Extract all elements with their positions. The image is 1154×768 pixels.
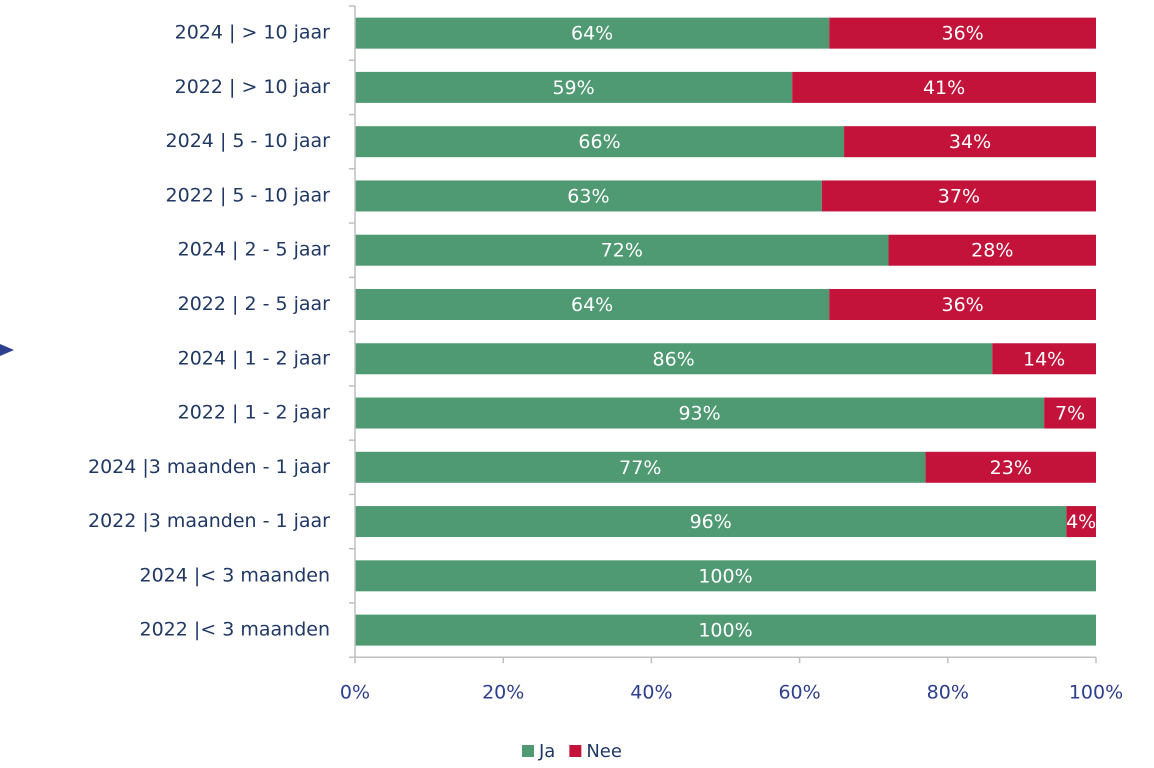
x-tick-label: 40% — [630, 682, 672, 704]
value-label: 4% — [1066, 511, 1096, 533]
value-label: 59% — [552, 77, 594, 99]
category-label: 2024 | 5 - 10 jaar — [166, 130, 331, 152]
x-tick-label: 60% — [778, 682, 820, 704]
bar-segment — [355, 560, 1096, 592]
value-label: 36% — [942, 294, 984, 316]
category-label: 2024 | 1 - 2 jaar — [178, 347, 331, 369]
pointer-arrow — [0, 344, 14, 356]
bar-segment — [355, 506, 1067, 538]
value-label: 96% — [690, 511, 732, 533]
value-label: 100% — [698, 565, 752, 587]
value-label: 14% — [1023, 348, 1065, 370]
bar-segment — [1044, 397, 1096, 429]
category-label: 2022 |3 maanden - 1 jaar — [88, 510, 330, 532]
bar-segment — [992, 343, 1096, 375]
bar-segment — [355, 180, 822, 212]
legend-label: Nee — [586, 741, 622, 762]
value-label: 34% — [949, 131, 991, 153]
x-tick-label: 0% — [340, 682, 370, 704]
legend-swatch — [569, 745, 582, 757]
bar-segment — [355, 397, 1045, 429]
bar-segment — [355, 451, 926, 483]
bar-segment — [821, 180, 1096, 212]
value-label: 72% — [601, 240, 643, 262]
value-label: 23% — [990, 457, 1032, 479]
category-label: 2022 | 1 - 2 jaar — [178, 402, 331, 424]
bar-segment — [1066, 506, 1096, 538]
category-label: 2024 | > 10 jaar — [175, 22, 331, 44]
value-label: 93% — [678, 403, 720, 425]
bar-segment — [888, 234, 1096, 266]
bar-segment — [355, 288, 830, 320]
x-tick-label: 80% — [927, 682, 969, 704]
category-label: 2022 | 2 - 5 jaar — [178, 293, 331, 315]
bar-segment — [355, 234, 889, 266]
bar-segment — [925, 451, 1096, 483]
bar-segment — [355, 343, 993, 375]
category-label: 2024 |3 maanden - 1 jaar — [88, 456, 330, 478]
bar-segment — [829, 17, 1096, 49]
value-label: 100% — [698, 620, 752, 642]
category-label: 2022 | > 10 jaar — [175, 76, 331, 98]
bar-segment — [355, 17, 830, 49]
x-tick-label: 20% — [482, 682, 524, 704]
category-label: 2022 |< 3 maanden — [139, 619, 330, 641]
value-label: 37% — [938, 185, 980, 207]
value-label: 7% — [1055, 403, 1085, 425]
bar-segment — [792, 71, 1096, 103]
category-label: 2024 | 2 - 5 jaar — [178, 239, 331, 261]
value-label: 64% — [571, 23, 613, 45]
value-label: 77% — [619, 457, 661, 479]
value-label: 41% — [923, 77, 965, 99]
bar-segment — [844, 126, 1096, 158]
value-label: 64% — [571, 294, 613, 316]
bar-segment — [355, 126, 845, 158]
bar-segment — [829, 288, 1096, 320]
bar-segment — [355, 614, 1096, 646]
value-label: 63% — [567, 185, 609, 207]
value-label: 66% — [578, 131, 620, 153]
legend-label: Ja — [538, 741, 555, 762]
value-label: 86% — [653, 348, 695, 370]
value-label: 36% — [942, 23, 984, 45]
legend-swatch — [522, 745, 534, 757]
category-label: 2024 |< 3 maanden — [139, 564, 330, 586]
category-label: 2022 | 5 - 10 jaar — [166, 184, 331, 206]
x-tick-label: 100% — [1069, 682, 1123, 704]
value-label: 28% — [971, 240, 1013, 262]
bar-segment — [355, 71, 793, 103]
